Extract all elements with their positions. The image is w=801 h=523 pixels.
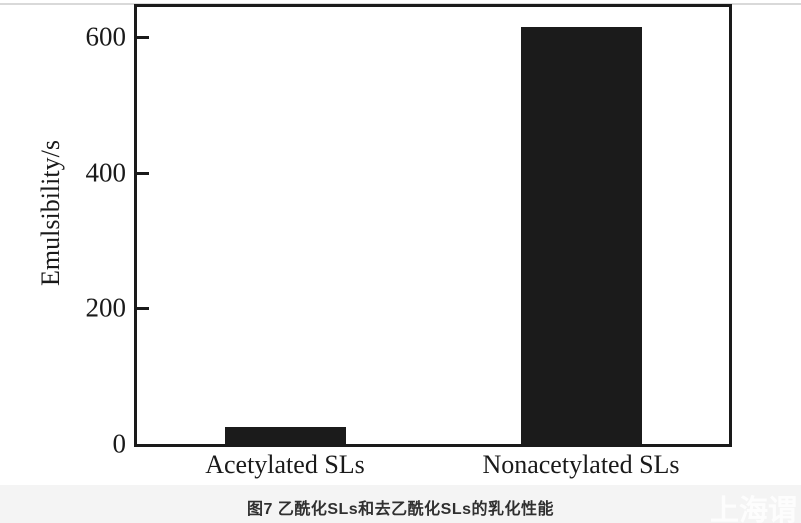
y-tick-mark [137,36,149,39]
caption-strip: 图7 乙酰化SLs和去乙酰化SLs的乳化性能 [0,485,801,523]
bar-nonacetylated [520,27,642,444]
y-tick-label: 200 [85,292,127,323]
y-tick-label: 0 [112,428,127,459]
x-tick-label: Acetylated SLs [205,450,365,479]
x-tick-label: Nonacetylated SLs [482,450,680,479]
plot-area [134,4,732,447]
y-tick-mark [137,171,149,175]
y-tick-label: 600 [85,21,127,52]
watermark-text: 上海谓 [710,495,798,523]
figure-caption: 图7 乙酰化SLs和去乙酰化SLs的乳化性能 [246,501,555,518]
y-tick-label: 400 [85,157,127,188]
bar-acetylated [224,427,346,444]
y-tick-mark [137,307,149,310]
